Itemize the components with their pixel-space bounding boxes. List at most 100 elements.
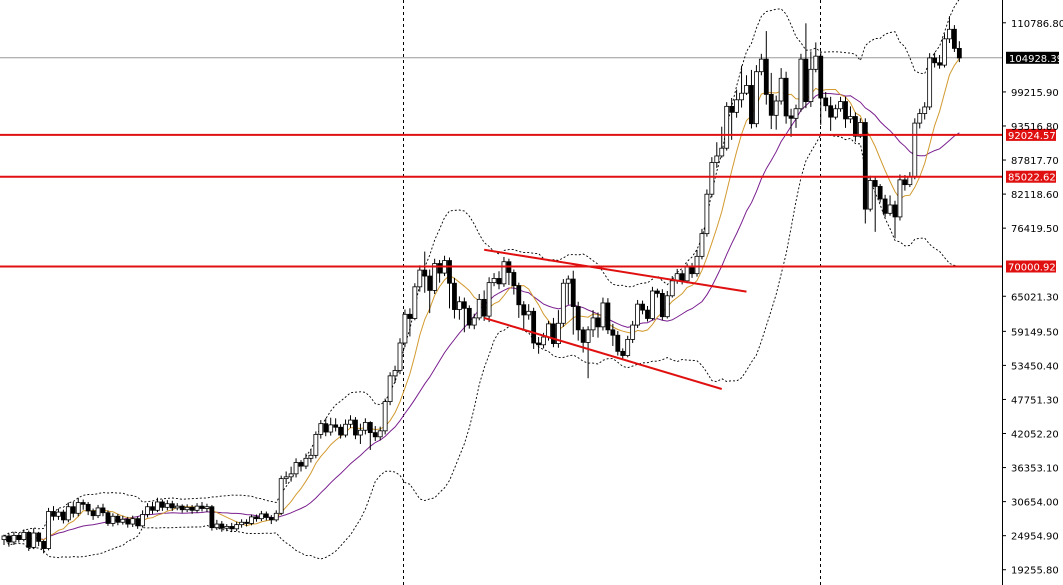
- candle: [80, 499, 86, 510]
- candle-body: [496, 278, 502, 285]
- candle: [382, 398, 388, 435]
- candle-body: [422, 269, 428, 277]
- candle: [313, 431, 319, 459]
- candle-body: [565, 278, 571, 284]
- candle-body: [452, 282, 457, 310]
- level-label-box: [1006, 260, 1056, 273]
- candle: [164, 500, 170, 511]
- candle: [476, 293, 482, 321]
- candle: [882, 194, 888, 218]
- candle: [199, 501, 205, 512]
- candle: [41, 540, 46, 554]
- candle-body: [650, 290, 655, 319]
- candle-body: [575, 306, 581, 331]
- candle-body: [313, 434, 319, 456]
- candle-body: [892, 204, 898, 218]
- candle: [625, 335, 631, 358]
- candle: [422, 251, 428, 293]
- candle-body: [323, 423, 329, 433]
- candle: [461, 297, 467, 333]
- candle-body: [798, 58, 804, 110]
- candle-body: [263, 513, 269, 518]
- candle: [650, 286, 655, 321]
- candle-body: [70, 506, 76, 514]
- tick-label: 59149.50: [1011, 327, 1059, 338]
- candle-body: [556, 322, 561, 344]
- candle-body: [669, 280, 675, 297]
- candle-body: [333, 424, 339, 428]
- candle: [387, 372, 393, 406]
- candle-body: [630, 324, 636, 340]
- candle: [90, 508, 96, 520]
- candle: [640, 300, 645, 315]
- candle-body: [130, 518, 136, 525]
- candle: [56, 508, 61, 520]
- candle-body: [887, 204, 893, 214]
- candle-body: [179, 505, 185, 511]
- candle: [848, 106, 853, 124]
- candle-body: [402, 313, 408, 344]
- candle-body: [541, 336, 546, 346]
- candle-body: [135, 518, 141, 527]
- candle-body: [724, 105, 730, 149]
- candle-body: [140, 514, 146, 527]
- candle: [234, 521, 240, 532]
- candle: [308, 449, 314, 463]
- candle-body: [41, 540, 46, 549]
- candle-body: [947, 28, 952, 40]
- candle: [932, 52, 937, 68]
- candle-body: [615, 334, 621, 352]
- candle: [570, 270, 576, 335]
- candle: [560, 279, 566, 327]
- candle-body: [481, 298, 487, 317]
- candle: [125, 516, 131, 528]
- candle-body: [843, 101, 848, 120]
- candle-body: [709, 162, 715, 195]
- candle: [36, 531, 42, 547]
- tick-label: 42052.20: [1011, 430, 1059, 441]
- candle: [100, 503, 106, 517]
- candle: [357, 423, 363, 444]
- candle-body: [303, 457, 309, 467]
- level-label-box: [1006, 170, 1056, 183]
- candle: [130, 515, 136, 528]
- candle-body: [357, 429, 363, 436]
- candle: [719, 126, 725, 158]
- candle: [877, 184, 883, 203]
- candle-body: [397, 342, 403, 371]
- candle-body: [466, 307, 472, 326]
- candle: [521, 301, 527, 331]
- candle: [135, 516, 141, 529]
- candle-body: [145, 506, 150, 515]
- candle-body: [189, 506, 195, 511]
- candle: [70, 501, 76, 518]
- candle-body: [6, 535, 12, 543]
- candle-body: [150, 506, 155, 511]
- candle-body: [788, 115, 794, 119]
- candle-body: [546, 323, 551, 338]
- candle: [724, 102, 730, 151]
- candle-body: [882, 198, 888, 214]
- candle: [452, 277, 457, 319]
- candle-body: [432, 263, 438, 291]
- candle-body: [768, 94, 774, 116]
- candle-body: [382, 401, 388, 432]
- candle-body: [328, 424, 334, 433]
- candle: [704, 189, 710, 237]
- candle-body: [714, 155, 720, 163]
- candle-body: [501, 261, 507, 285]
- candle-body: [867, 180, 873, 210]
- candle-body: [293, 462, 299, 475]
- candle-body: [679, 273, 685, 282]
- candle-body: [952, 28, 957, 49]
- candle: [140, 510, 146, 528]
- candle: [120, 515, 126, 525]
- candle-body: [65, 506, 71, 521]
- candle-body: [21, 532, 27, 540]
- candle-body: [754, 71, 759, 125]
- candle: [61, 509, 66, 524]
- candle: [11, 531, 17, 545]
- candle: [615, 331, 621, 356]
- candle: [254, 514, 259, 522]
